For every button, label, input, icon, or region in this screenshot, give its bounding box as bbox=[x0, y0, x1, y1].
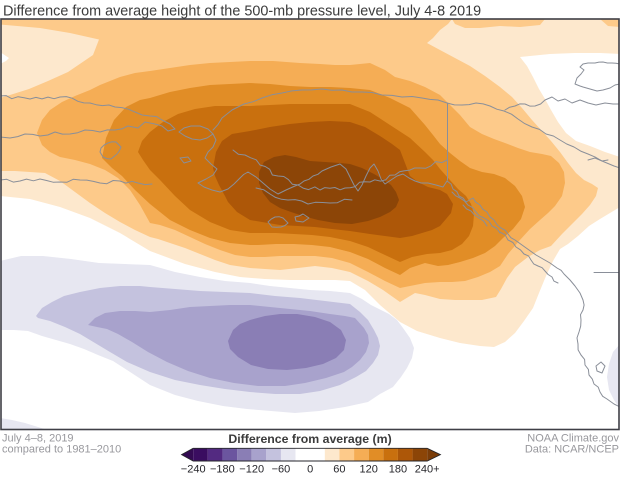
svg-text:−180: −180 bbox=[210, 464, 235, 476]
svg-text:−60: −60 bbox=[272, 464, 291, 476]
svg-text:July 4–8, 2019: July 4–8, 2019 bbox=[2, 433, 74, 445]
svg-text:Difference from average (m): Difference from average (m) bbox=[228, 432, 391, 446]
svg-text:240+: 240+ bbox=[415, 464, 440, 476]
svg-text:−240: −240 bbox=[181, 464, 206, 476]
svg-text:Difference from average height: Difference from average height of the 50… bbox=[3, 4, 481, 20]
svg-text:0: 0 bbox=[307, 464, 313, 476]
svg-text:180: 180 bbox=[389, 464, 407, 476]
svg-text:Data: NCAR/NCEP: Data: NCAR/NCEP bbox=[525, 444, 619, 456]
svg-text:NOAA Climate.gov: NOAA Climate.gov bbox=[527, 433, 619, 445]
svg-text:120: 120 bbox=[360, 464, 378, 476]
svg-text:−120: −120 bbox=[239, 464, 264, 476]
svg-text:compared to 1981–2010: compared to 1981–2010 bbox=[2, 444, 121, 456]
svg-text:60: 60 bbox=[333, 464, 345, 476]
